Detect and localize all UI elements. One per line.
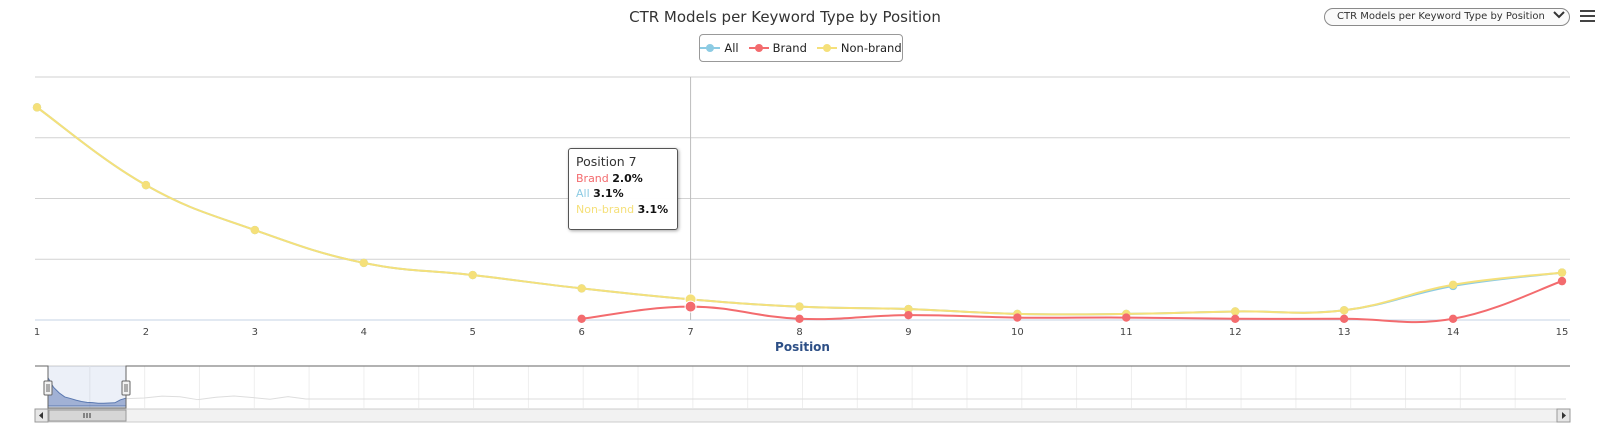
hamburger-menu-icon[interactable] [1580,10,1595,23]
handle-body [121,380,131,396]
data-point-non-brand [359,258,368,268]
navigator-trailing-line [125,395,1566,401]
tooltip-series-value: 3.1% [593,187,624,200]
x-tick-label: 3 [252,327,258,338]
data-point-brand [1557,276,1567,286]
x-tick-label: 10 [1011,327,1024,338]
x-axis-title: Position [775,340,830,354]
data-point-brand [904,310,913,320]
series-line-non-brand [36,106,1563,316]
data-point-non-brand [32,103,42,112]
data-point-brand [1013,313,1022,322]
data-point-non-brand [1448,280,1458,289]
tooltip-series-value: 3.1% [637,202,669,216]
series-line-brand [581,280,1563,324]
chevron-down-icon [1549,9,1569,25]
x-tick-label: 2 [143,327,149,338]
navigator-area [47,375,127,407]
chart-title: CTR Models per Keyword Type by Position [629,8,941,26]
data-point-brand [1448,314,1458,323]
tooltip-series-name: Brand [576,171,609,185]
tooltip-position-value: 7 [628,154,637,169]
legend-item-all[interactable]: All [700,41,739,55]
navigator[interactable] [34,365,1571,423]
data-point-brand [1122,313,1131,322]
x-tick-label: 6 [578,327,584,338]
tooltip-series-name: Non-brand [576,202,635,216]
data-point-non-brand [250,225,260,235]
scrollbar-track [34,408,1571,423]
data-point-brand [795,314,804,323]
navigator-selected-range [48,366,126,408]
legend-item-brand[interactable]: Brand [748,41,807,55]
legend-marker-icon [748,43,769,53]
chart-type-dropdown-value: CTR Models per Keyword Type by Position [1337,11,1545,22]
x-tick-label: 5 [470,327,476,338]
x-axis-ticks: 1 2 3 4 5 6 7 8 9 10 11 12 13 14 15 [34,327,1569,338]
data-point-non-brand [1557,268,1567,277]
grid-lines [35,76,1570,321]
scrollbar[interactable] [34,408,1571,423]
tooltip-series-name: All [576,187,590,200]
legend-label: Non-brand [840,41,902,55]
handle-body [43,380,53,396]
x-tick-label: 8 [796,327,802,338]
legend-label: All [724,41,739,55]
x-tick-label: 4 [361,327,367,338]
legend-item-non-brand[interactable]: Non-brand [816,41,902,55]
data-point-brand [577,314,586,323]
tooltip-row-all: All 3.1% [576,186,670,202]
tooltip-row-brand: Brand 2.0% [576,171,670,187]
data-point-brand [684,300,697,313]
x-tick-label: 1 [34,327,40,338]
legend-label: Brand [772,41,807,55]
navigator-outline [35,365,1570,409]
x-tick-label: 9 [905,327,911,338]
series-non-brand [32,103,1567,319]
data-point-non-brand [577,284,586,293]
tooltip-row-non-brand: Non-brand 3.1% [576,202,670,218]
tooltip-position-label: Position [576,154,625,169]
data-point-non-brand [1231,307,1240,316]
arrow-left-icon [39,412,43,419]
data-point-brand [1339,314,1349,323]
series-brand [577,276,1567,324]
data-point-non-brand [904,304,913,314]
x-tick-label: 7 [687,327,693,338]
legend-marker-icon [700,43,721,53]
x-tick-label: 14 [1447,327,1460,338]
x-tick-label: 13 [1338,327,1351,338]
data-point-non-brand [141,180,151,190]
x-tick-label: 15 [1556,327,1569,338]
arrow-right-icon [1562,412,1566,419]
x-tick-label: 11 [1120,327,1133,338]
data-point-non-brand [795,302,804,311]
series-all [32,103,1567,319]
series-line-all [36,106,1563,316]
data-point-brand [1231,314,1240,323]
chart-type-dropdown[interactable]: CTR Models per Keyword Type by Position [1324,8,1570,26]
tooltip: Position 7 Brand 2.0% All 3.1% Non-brand… [568,148,678,230]
chart-legend: All Brand Non-brand [699,34,903,62]
tooltip-series-value: 2.0% [612,171,643,185]
series-group [32,103,1567,324]
x-tick-label: 12 [1229,327,1242,338]
tooltip-header: Position 7 [576,154,670,170]
legend-marker-icon [816,43,837,53]
navigator-handle-right[interactable] [121,380,131,396]
data-point-non-brand [1339,306,1349,315]
data-point-non-brand [468,270,477,280]
navigator-handle-left[interactable] [43,380,53,396]
